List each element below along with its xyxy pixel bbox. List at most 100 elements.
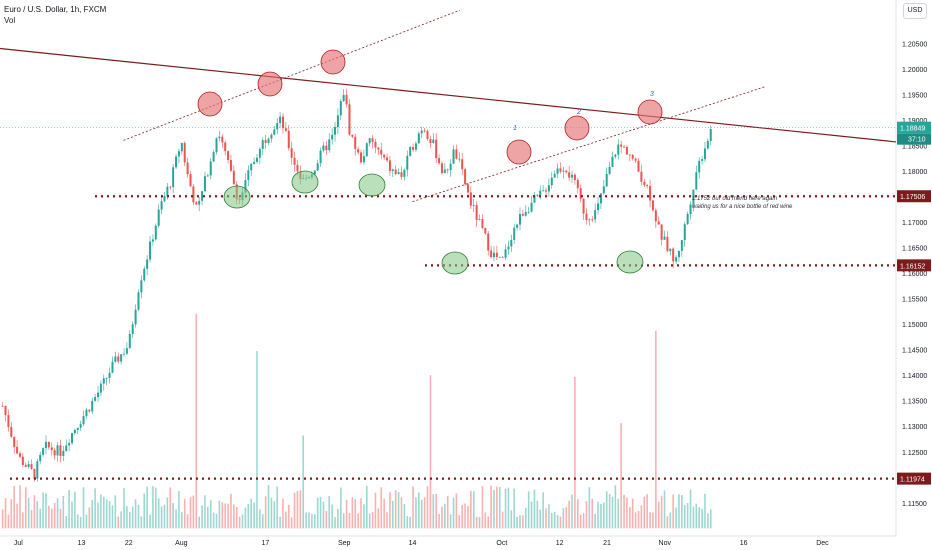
volume-bar [183,498,186,529]
candle-body [631,155,634,159]
volume-bar [270,497,273,529]
trough-circle [441,251,469,275]
volume-bar [438,513,440,529]
volume-bar [441,506,443,529]
candle-body [123,353,126,355]
candle-body [582,198,585,214]
lower-channel-line [412,86,765,203]
volume-bar [415,497,417,529]
candle-body [177,151,180,157]
candle-body [56,445,59,456]
volume-bar [354,499,357,529]
candle-body [97,392,100,398]
volume-bar [374,492,377,529]
candle-body [464,169,467,185]
volume-bar [13,485,15,529]
candle-body [371,138,374,142]
volume-bar [496,486,498,529]
candle-body [354,136,357,150]
candle-body [608,166,611,174]
candle-body [4,405,7,416]
candle-body [21,456,24,465]
volume-bar [614,485,617,529]
candle-body [677,250,680,258]
candle-body [169,186,172,188]
candle-body [362,156,365,163]
candle-body [458,158,461,160]
volume-bar [542,492,544,529]
level-price-tag [897,259,931,272]
current-price-label: 1.18849 [900,126,925,133]
level-price-tag [897,472,931,485]
candle-body [455,149,458,159]
candle-body [657,221,660,225]
volume-bar [487,516,490,529]
volume-bar [290,517,293,529]
candle-body [640,171,643,182]
candle-body [571,174,574,178]
candle-body [209,161,212,176]
volume-bar [276,486,279,529]
candle-body [495,252,498,258]
candle-body [328,139,331,151]
candle-body [270,134,273,139]
volume-bar [533,489,536,529]
candle-body [576,180,579,189]
currency-button[interactable]: USD [903,3,927,19]
candle-body [88,409,91,412]
price-tick-label: 1.13500 [902,399,927,406]
volume-bar [181,512,183,529]
volume-bar [16,503,18,529]
candle-body [232,170,235,185]
candle-body [296,164,299,172]
upper-channel-line [123,9,460,141]
price-tick-label: 1.19000 [902,118,927,125]
volume-bar [123,487,125,529]
volume-bar [56,498,59,529]
candle-body [117,356,120,362]
volume-bar [461,504,463,529]
volume-bar [686,502,689,529]
candle-body [550,177,553,186]
volume-bar [444,503,446,529]
descending-trendline [0,47,897,143]
candle-body [524,211,527,216]
volume-bar [478,517,481,529]
volume-bar [623,494,625,529]
volume-bar [692,506,695,529]
volume-bar [62,495,65,529]
volume-bar [233,504,235,529]
volume-bar [169,487,172,529]
volume-bar [334,517,336,529]
volume-bar [669,512,672,529]
volume-bar [550,512,553,529]
candle-body [154,225,157,240]
candle-body [255,157,258,162]
peak-circle [257,71,283,97]
time-tick-label: 13 [78,540,86,547]
volume-bars [1,313,712,529]
time-tick-label: Aug [175,540,188,547]
volume-bar [53,503,56,529]
volume-bar [244,507,247,529]
volume-bar [432,494,435,529]
price-tick-label: 1.20500 [902,41,927,48]
volume-bar [597,501,599,529]
volume-bar [261,514,264,529]
candle-body [82,416,85,425]
price-tick-label: 1.18000 [902,169,927,176]
volume-bar [316,497,319,529]
volume-bar [634,512,637,529]
candle-body [91,400,94,412]
candle-body [412,147,415,150]
chart-header: Euro / U.S. Dollar, 1h, FXCM Vol [4,4,106,26]
candle-body [461,159,464,170]
volume-bar [279,516,281,529]
candle-body [579,188,582,199]
volume-bar [287,504,290,529]
time-tick-label: 17 [261,540,269,547]
candle-body [336,115,339,128]
volume-bar [79,516,82,529]
volume-bar [94,488,96,529]
